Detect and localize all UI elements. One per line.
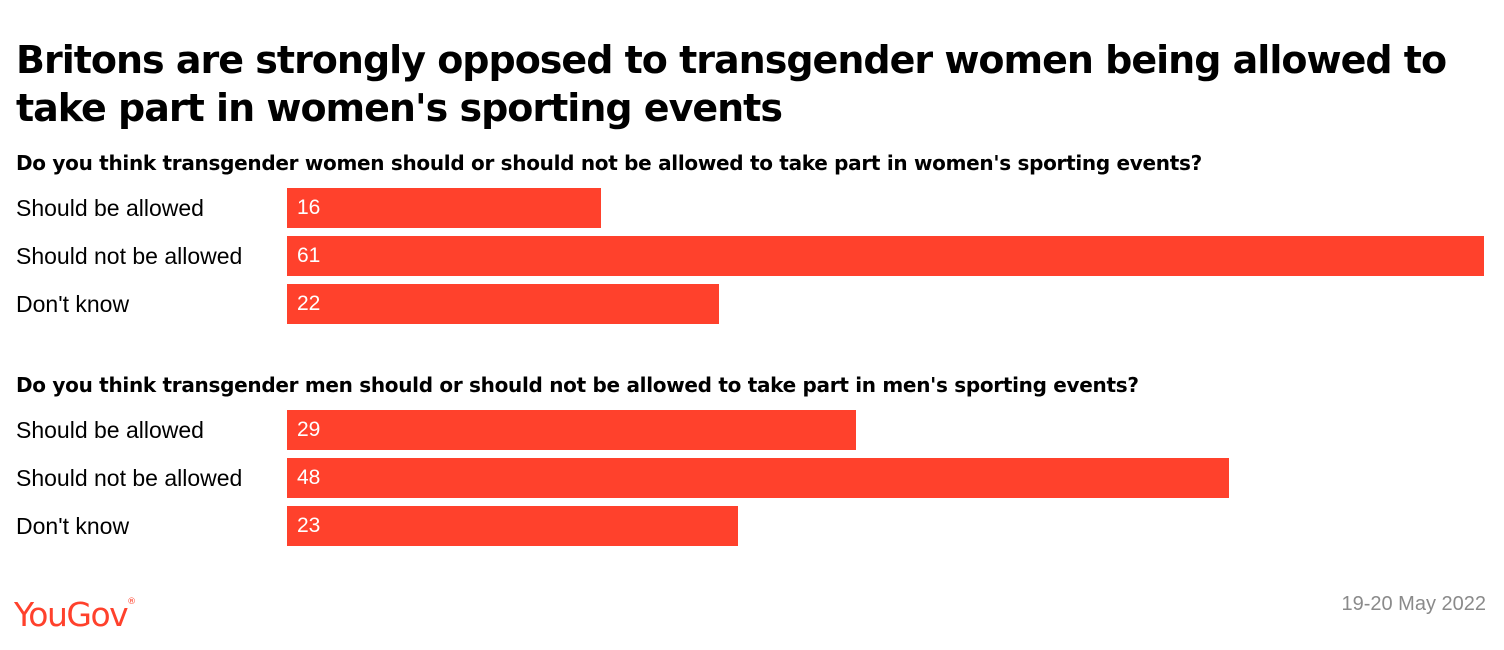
bar-value-label: 61: [297, 244, 321, 267]
yougov-logo: YouGov®: [14, 580, 136, 637]
question-2: Do you think transgender men should or s…: [16, 373, 1139, 397]
question-1: Do you think transgender women should or…: [16, 151, 1202, 175]
bar: [287, 410, 856, 450]
bar: [287, 236, 1484, 276]
bar-value-label: 29: [297, 418, 321, 441]
category-label: Don't know: [16, 291, 130, 317]
category-label: Should not be allowed: [16, 465, 243, 491]
category-label: Should not be allowed: [16, 243, 243, 269]
bar-value-label: 48: [297, 466, 321, 489]
bar: [287, 284, 719, 324]
bar-value-label: 16: [297, 196, 321, 219]
bar-value-label: 23: [297, 514, 321, 537]
bar: [287, 506, 738, 546]
logo-text: YouGov: [14, 595, 129, 634]
category-label: Should be allowed: [16, 195, 204, 221]
fieldwork-date: 19-20 May 2022: [1341, 593, 1486, 615]
bar: [287, 188, 601, 228]
bar: [287, 458, 1229, 498]
registered-mark: ®: [127, 597, 137, 607]
bar-value-label: 22: [297, 292, 321, 315]
chart-title: Britons are strongly opposed to transgen…: [16, 38, 1447, 130]
category-label: Should be allowed: [16, 417, 204, 443]
category-label: Don't know: [16, 513, 130, 539]
